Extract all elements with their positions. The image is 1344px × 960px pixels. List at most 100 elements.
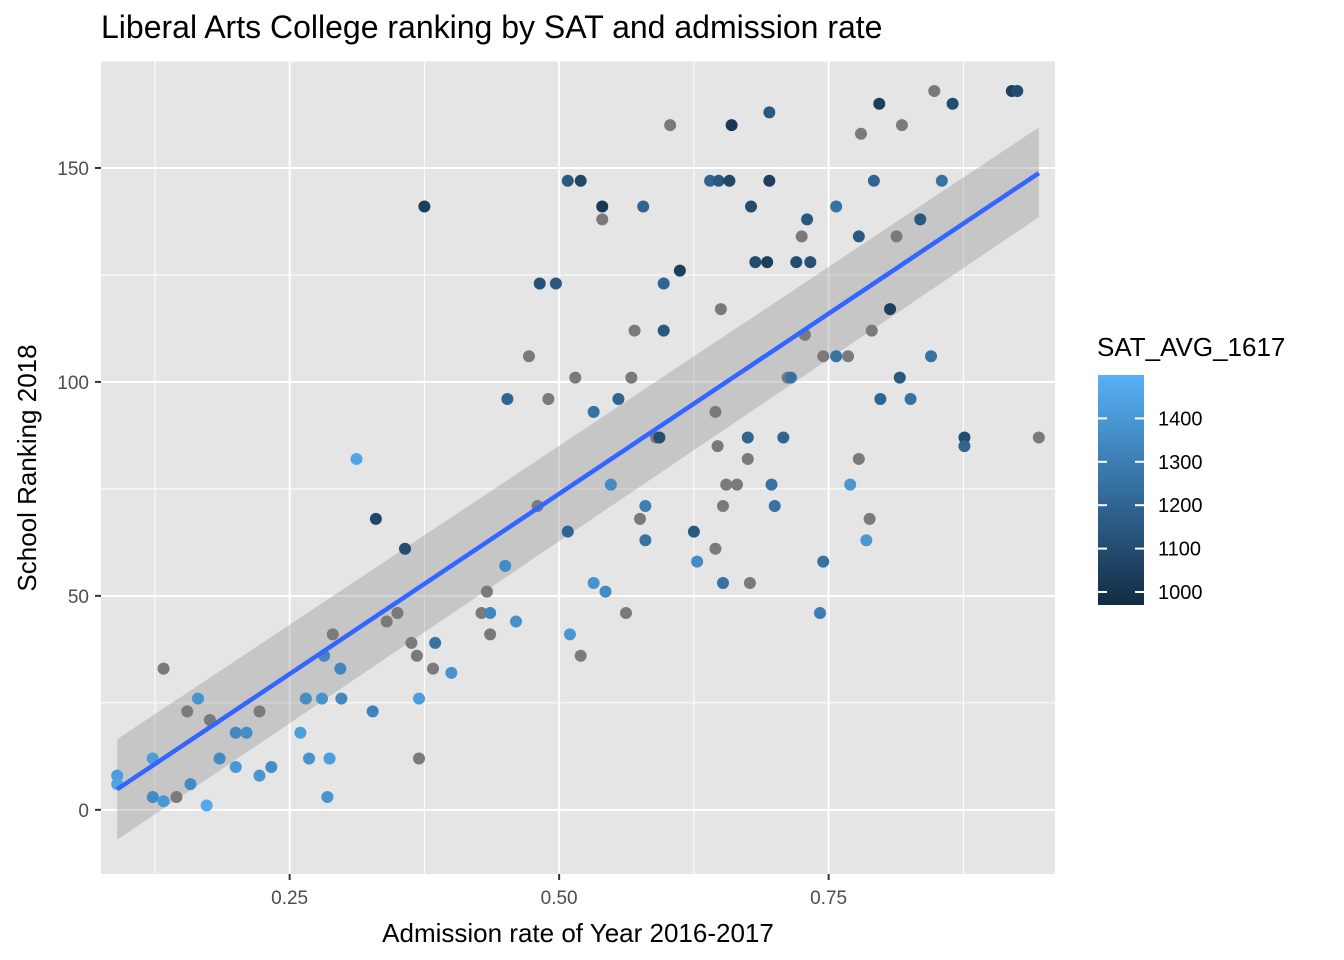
data-point [418, 200, 431, 213]
data-point [253, 705, 266, 718]
data-point [830, 350, 843, 363]
data-point [574, 649, 587, 662]
data-point [1032, 431, 1045, 444]
data-point [711, 440, 724, 453]
data-point [480, 585, 493, 598]
data-point [604, 478, 617, 491]
data-point [795, 230, 808, 243]
data-point [563, 628, 576, 641]
fit-line [115, 171, 1041, 792]
data-point [633, 512, 646, 525]
data-point [725, 119, 738, 132]
data-point [704, 174, 717, 187]
data-point [596, 200, 609, 213]
x-tick-label: 0.50 [541, 888, 578, 909]
data-point [860, 534, 873, 547]
data-point [369, 512, 382, 525]
data-point [935, 174, 948, 187]
data-point [714, 303, 727, 316]
data-point [716, 500, 729, 513]
plot-panel [101, 61, 1055, 874]
data-point [315, 692, 328, 705]
data-point [413, 752, 425, 765]
data-point [587, 405, 600, 418]
x-axis-ticks: 0.25 0.50 0.75 [271, 874, 847, 909]
data-point [720, 478, 733, 491]
data-point [413, 692, 425, 705]
legend: SAT_AVG_1617 1400 1300 1200 1100 1000 [1097, 332, 1285, 605]
data-point [561, 174, 574, 187]
data-point [873, 97, 886, 110]
data-point [405, 636, 418, 649]
data-point [639, 500, 652, 513]
data-point [475, 606, 488, 619]
data-point [192, 692, 205, 705]
data-point [741, 452, 754, 465]
data-point [830, 200, 843, 213]
legend-title: SAT_AVG_1617 [1097, 332, 1285, 362]
chart-title: Liberal Arts College ranking by SAT and … [101, 9, 882, 45]
data-point [893, 371, 906, 384]
data-point [596, 213, 609, 226]
data-point [628, 324, 641, 337]
data-point [925, 350, 938, 363]
data-point [366, 705, 379, 718]
data-point [814, 606, 827, 619]
data-point [398, 542, 411, 555]
data-point [687, 525, 700, 538]
x-axis-title: Admission rate of Year 2016-2017 [382, 918, 774, 948]
data-point [946, 97, 959, 110]
data-point [323, 752, 336, 765]
data-point [619, 606, 632, 619]
data-point [350, 452, 363, 465]
data-point [484, 606, 497, 619]
data-point [884, 303, 897, 316]
data-point [303, 752, 316, 765]
data-point [817, 555, 830, 568]
data-point [549, 277, 562, 290]
data-point [743, 577, 756, 590]
data-point [146, 790, 159, 803]
data-point [240, 726, 253, 739]
grid-minor [101, 60, 1055, 874]
data-point [522, 350, 535, 363]
data-point [749, 256, 762, 269]
y-tick-label: 150 [57, 159, 89, 180]
data-point [741, 431, 754, 444]
data-point [391, 606, 404, 619]
y-tick-label: 100 [57, 373, 89, 394]
data-point [200, 799, 213, 812]
data-point [852, 230, 865, 243]
data-point [928, 84, 941, 97]
data-point [445, 666, 458, 679]
data-point [801, 213, 814, 226]
data-point [335, 692, 348, 705]
data-point [664, 119, 677, 132]
data-point [625, 371, 638, 384]
legend-tick-label: 1200 [1158, 495, 1203, 517]
data-point [612, 393, 625, 406]
data-points [111, 84, 1045, 812]
data-point [653, 431, 666, 444]
data-point [410, 649, 423, 662]
data-point [712, 174, 725, 187]
legend-colorbar [1098, 375, 1144, 605]
data-point [958, 440, 971, 453]
data-point [842, 350, 855, 363]
data-point [863, 512, 876, 525]
data-point [484, 628, 497, 641]
data-point [299, 692, 312, 705]
legend-ticks: 1400 1300 1200 1100 1000 [1098, 408, 1203, 604]
data-point [533, 277, 546, 290]
data-point [253, 769, 266, 782]
data-point [745, 200, 758, 213]
data-point [790, 256, 803, 269]
data-point [874, 393, 887, 406]
regression-line [115, 171, 1041, 792]
y-tick-label: 50 [68, 587, 89, 608]
data-point [429, 636, 442, 649]
data-point [731, 478, 743, 491]
data-point [229, 726, 242, 739]
data-point [380, 615, 393, 628]
